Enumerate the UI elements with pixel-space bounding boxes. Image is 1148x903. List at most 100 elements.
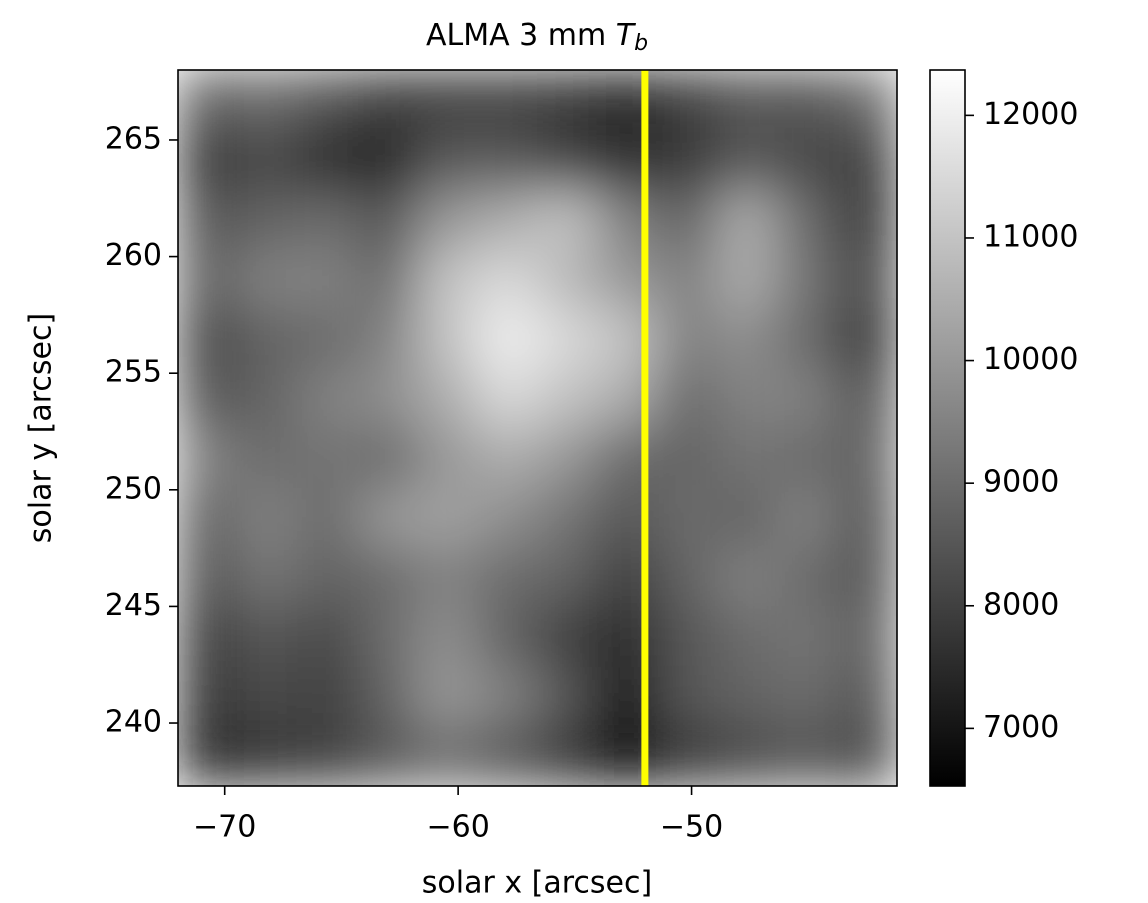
- heat-cell: [357, 426, 419, 488]
- heat-cell: [415, 188, 477, 250]
- heat-cell: [836, 249, 897, 311]
- heat-cell: [296, 548, 358, 609]
- heat-cell: [357, 307, 419, 369]
- heat-cell: [296, 667, 358, 728]
- heat-cell: [717, 307, 779, 369]
- heat-cell: [296, 606, 358, 668]
- heat-cell: [537, 70, 599, 131]
- heat-cell: [357, 667, 419, 728]
- heat-cell: [476, 188, 538, 250]
- heat-cell: [537, 307, 599, 369]
- heat-cell: [717, 70, 779, 131]
- heat-cell: [717, 128, 779, 189]
- heat-cell: [357, 188, 419, 250]
- heat-cell: [717, 667, 779, 728]
- heat-cell: [178, 70, 239, 131]
- heat-cell: [656, 426, 718, 488]
- heat-cell: [775, 548, 837, 609]
- heat-cell: [357, 725, 419, 786]
- heat-cell: [476, 368, 538, 430]
- heat-cell: [656, 548, 718, 609]
- y-tick-label: 255: [105, 355, 162, 390]
- heat-cell: [178, 249, 239, 311]
- heat-cell: [415, 548, 477, 609]
- heat-cell: [656, 487, 718, 549]
- heat-cell: [717, 426, 779, 488]
- title-subscript: b: [634, 31, 648, 56]
- colorbar: [929, 69, 966, 787]
- heat-cell: [236, 606, 298, 668]
- plot-frame: [177, 69, 898, 787]
- heat-cell: [296, 249, 358, 311]
- heat-cell: [296, 307, 358, 369]
- heat-cell: [178, 548, 239, 609]
- heat-cell: [717, 368, 779, 430]
- colorbar-tick-label: 7000: [983, 710, 1059, 745]
- heat-cell: [415, 70, 477, 131]
- heat-cell: [236, 188, 298, 250]
- heat-cell: [717, 725, 779, 786]
- heat-cell: [775, 725, 837, 786]
- heat-cell: [537, 368, 599, 430]
- heatmap-cells: [178, 70, 897, 786]
- colorbar-tick-label: 12000: [983, 97, 1078, 132]
- heat-cell: [775, 249, 837, 311]
- heat-cell: [357, 548, 419, 609]
- heat-cell: [836, 606, 897, 668]
- colorbar-tick-label: 8000: [983, 587, 1059, 622]
- heat-cell: [178, 368, 239, 430]
- heat-cell: [415, 426, 477, 488]
- heat-cell: [476, 606, 538, 668]
- heat-cell: [236, 725, 298, 786]
- heat-cell: [476, 307, 538, 369]
- heat-cell: [836, 426, 897, 488]
- heat-cell: [717, 249, 779, 311]
- title-symbol: T: [616, 18, 637, 53]
- heat-cell: [775, 70, 837, 131]
- heat-cell: [415, 368, 477, 430]
- heat-cell: [717, 606, 779, 668]
- heat-cell: [415, 667, 477, 728]
- y-tick-label: 260: [105, 238, 162, 273]
- heat-cell: [537, 725, 599, 786]
- heat-cell: [178, 188, 239, 250]
- y-tick-label: 245: [105, 588, 162, 623]
- heat-cell: [656, 667, 718, 728]
- heat-cell: [537, 487, 599, 549]
- heat-cell: [775, 188, 837, 250]
- heat-cell: [537, 606, 599, 668]
- heat-cell: [476, 725, 538, 786]
- heat-cell: [836, 70, 897, 131]
- heat-cell: [656, 368, 718, 430]
- heat-cell: [656, 725, 718, 786]
- y-tick-label: 240: [105, 705, 162, 740]
- heat-cell: [717, 548, 779, 609]
- heat-cell: [476, 487, 538, 549]
- heat-cell: [476, 249, 538, 311]
- heat-cell: [236, 128, 298, 189]
- heat-cell: [537, 548, 599, 609]
- chart-title: ALMA 3 mm Tb: [426, 18, 648, 57]
- heat-cell: [836, 667, 897, 728]
- heat-cell: [296, 725, 358, 786]
- heat-cell: [537, 667, 599, 728]
- heat-cell: [236, 548, 298, 609]
- heat-cell: [656, 70, 718, 131]
- heat-cell: [357, 606, 419, 668]
- heat-cell: [836, 725, 897, 786]
- heat-cell: [717, 487, 779, 549]
- heat-cell: [836, 548, 897, 609]
- heat-cell: [178, 606, 239, 668]
- heat-cell: [836, 307, 897, 369]
- heat-cell: [415, 307, 477, 369]
- y-tick-label: 250: [105, 471, 162, 506]
- heat-cell: [656, 307, 718, 369]
- heat-cell: [476, 128, 538, 189]
- colorbar-tick-label: 11000: [983, 219, 1078, 254]
- x-tick-label: −50: [660, 810, 723, 845]
- heat-cell: [836, 487, 897, 549]
- heat-cell: [296, 426, 358, 488]
- heat-cell: [775, 128, 837, 189]
- heat-cell: [236, 426, 298, 488]
